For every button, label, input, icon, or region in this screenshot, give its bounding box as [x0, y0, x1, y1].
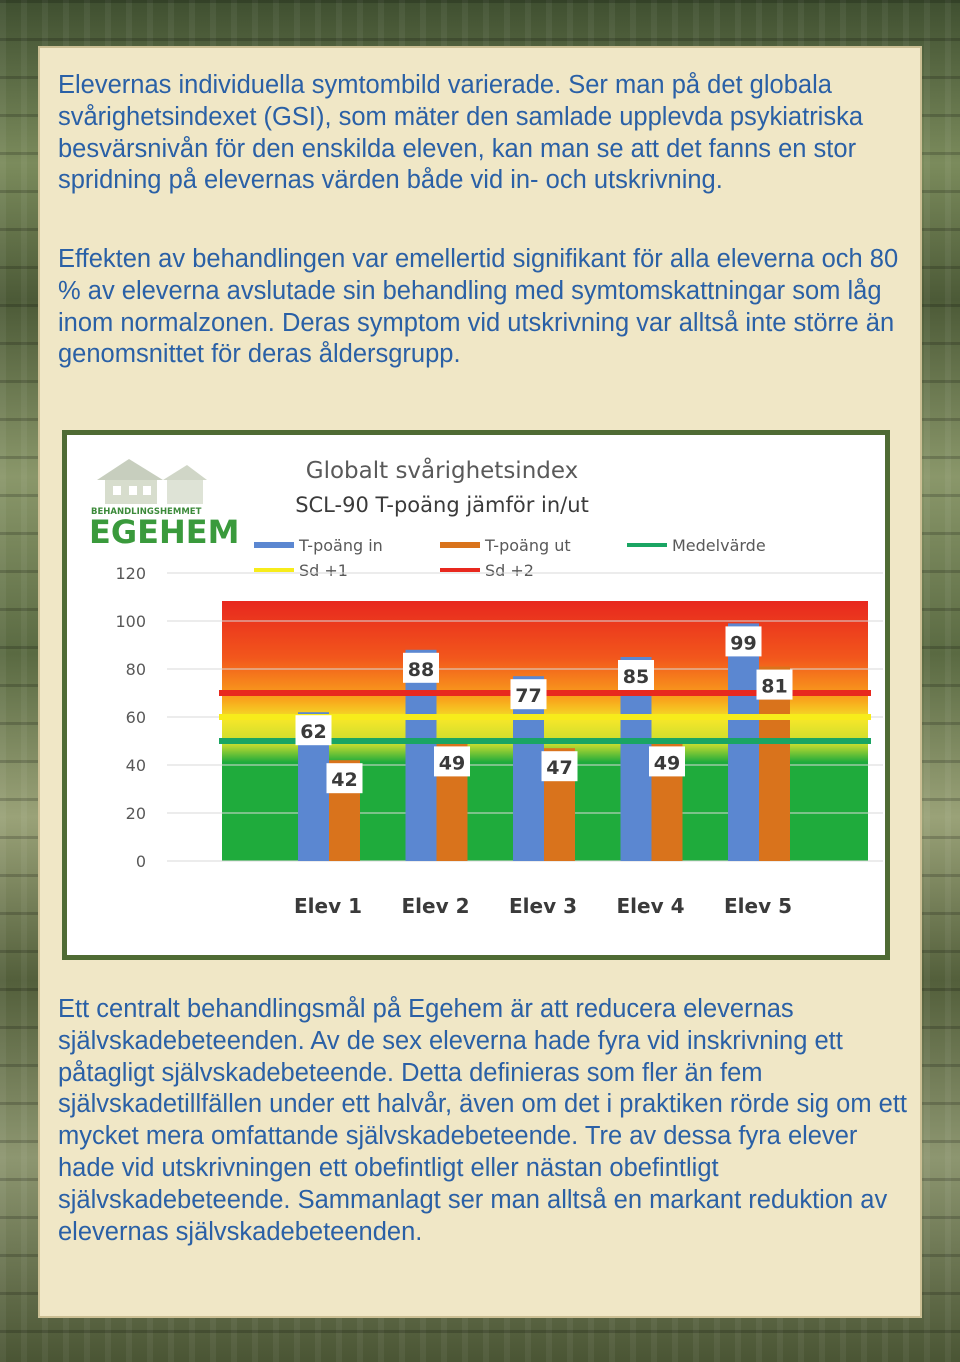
data-label-in-text: 99 — [730, 632, 756, 654]
data-label-out: 42 — [326, 763, 363, 794]
chart-subtitle: SCL-90 T-poäng jämför in/ut — [295, 493, 589, 517]
data-label-out-text: 47 — [546, 757, 572, 779]
data-label-in: 99 — [725, 626, 762, 657]
data-label-out: 47 — [541, 751, 578, 782]
gsi-chart: BEHANDLINGSHEMMET EGEHEM Globalt svårigh… — [62, 430, 890, 960]
data-label-in: 77 — [510, 679, 547, 710]
x-category-label: Elev 3 — [509, 894, 577, 918]
data-label-in: 85 — [618, 660, 654, 690]
data-label-in-bg — [725, 626, 762, 657]
y-tick-label: 100 — [115, 612, 146, 631]
logo-name: EGEHEM — [89, 513, 239, 551]
intro-paragraph: Elevernas individuella symtombild varier… — [58, 71, 864, 195]
legend-label-out: T-poäng ut — [484, 536, 571, 555]
data-label-out-text: 42 — [331, 769, 357, 791]
y-tick-label: 40 — [126, 756, 146, 775]
legend-label-in: T-poäng in — [298, 536, 383, 555]
bar-in — [405, 649, 437, 861]
chart-title: Globalt svårighetsindex — [306, 456, 579, 484]
legend-label-sd1: Sd +1 — [299, 561, 348, 580]
data-label-in-text: 85 — [623, 666, 649, 688]
chart-canvas: BEHANDLINGSHEMMET EGEHEM Globalt svårigh… — [89, 456, 883, 918]
egehem-logo: BEHANDLINGSHEMMET EGEHEM — [89, 459, 239, 551]
data-label-in-bg — [403, 652, 439, 683]
y-tick-label: 20 — [126, 804, 146, 823]
y-tick-label: 60 — [126, 708, 146, 727]
data-label-out-bg — [756, 669, 793, 700]
x-category-label: Elev 5 — [724, 894, 792, 918]
logo-small-text: BEHANDLINGSHEMMET — [91, 507, 202, 517]
x-category-label: Elev 1 — [294, 894, 362, 918]
data-label-out: 49 — [649, 746, 685, 777]
data-label-in-text: 62 — [300, 721, 326, 743]
data-label-in: 62 — [295, 715, 332, 746]
y-tick-label: 0 — [136, 852, 146, 871]
data-label-out: 49 — [434, 746, 470, 777]
axes: 0 20 40 60 80 100 120 Elev 1 Elev 2 Elev 3 Elev 4 E… — [115, 564, 792, 918]
effect-paragraph: Effekten av behandlingen var emellertid … — [58, 245, 899, 369]
y-tick-label: 80 — [126, 660, 146, 679]
selfharm-paragraph: Ett centralt behandlingsmål på Egehem är… — [58, 995, 908, 1246]
data-label-in-text: 77 — [515, 685, 541, 707]
data-label-out-text: 49 — [654, 752, 680, 774]
legend-label-sd2: Sd +2 — [485, 561, 534, 580]
data-label-out-bg — [434, 746, 470, 777]
data-label-in: 88 — [403, 652, 439, 683]
data-label-in-text: 88 — [408, 659, 434, 681]
y-tick-label: 120 — [115, 564, 146, 583]
x-category-label: Elev 2 — [402, 894, 470, 918]
data-label-out-text: 81 — [761, 676, 787, 698]
data-label-out-bg — [541, 751, 578, 782]
house-icon — [97, 459, 207, 504]
page-paper: Elevernas individuella symtombild varier… — [38, 46, 922, 1318]
data-label-out-bg — [326, 763, 363, 794]
chart-legend: T-poäng in T-poäng ut Medelvärde Sd +1 S… — [254, 536, 766, 580]
data-label-out: 81 — [756, 669, 793, 700]
data-label-in-bg — [618, 660, 654, 690]
data-label-out-bg — [649, 746, 685, 777]
legend-label-mean: Medelvärde — [672, 536, 766, 555]
data-label-in-bg — [510, 679, 547, 710]
x-category-label: Elev 4 — [617, 894, 685, 918]
data-label-in-bg — [295, 715, 332, 746]
data-label-out-text: 49 — [439, 752, 465, 774]
